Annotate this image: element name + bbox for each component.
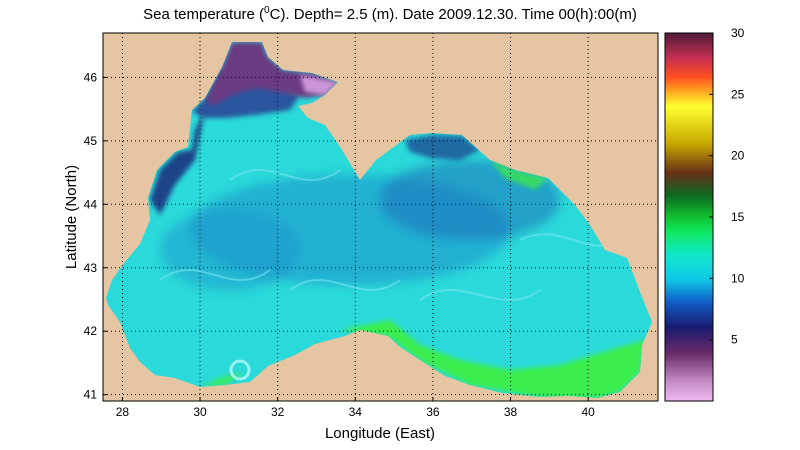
colorbar-tick-label: 5 [731,333,738,347]
colorbar-tick-label: 30 [731,26,745,40]
ne-warm-water [490,160,548,190]
map-axes-frame [102,32,659,402]
x-tick-label: 32 [271,405,285,419]
colorbar-tick-label: 15 [731,210,745,224]
colorbar [664,32,714,402]
x-axis-label: Longitude (East) [325,425,435,442]
colorbar-tick-label: 25 [731,87,745,101]
x-tick-label: 40 [581,405,595,419]
colorbar-tick-label: 20 [731,149,745,163]
map-grid [103,33,658,401]
eddy-ring [229,359,251,381]
y-tick-label: 43 [84,261,98,275]
x-tick-labels: 28 30 32 34 36 38 40 [116,397,595,419]
y-tick-label: 45 [84,134,98,148]
southern-warm-water [340,320,645,398]
x-tick-label: 30 [193,405,207,419]
y-tick-label: 41 [84,388,98,402]
coldest-water-patch [300,75,338,95]
y-tick-label: 42 [84,324,98,338]
colorbar-tick-label: 10 [731,271,745,285]
x-tick-label: 28 [116,405,130,419]
x-tick-label: 34 [349,405,363,419]
title-degree-superscript: 0 [264,5,270,16]
y-tick-labels: 41 42 43 44 45 46 [84,70,107,402]
colorbar-tick-labels: 5 10 15 20 25 30 [709,26,745,347]
sea-surface [106,42,652,398]
y-tick-label: 44 [84,197,98,211]
y-tick-label: 46 [84,70,98,84]
y-axis-label: Latitude (North) [63,165,80,269]
title-suffix: C). Depth= 2.5 (m). Date 2009.12.30. Tim… [269,6,637,23]
x-tick-label: 36 [426,405,440,419]
x-tick-label: 38 [504,405,518,419]
title-prefix: Sea temperature ( [143,6,265,23]
chart-title: Sea temperature (0C). Depth= 2.5 (m). Da… [60,5,720,23]
nw-shelf-cold-water [150,110,205,215]
